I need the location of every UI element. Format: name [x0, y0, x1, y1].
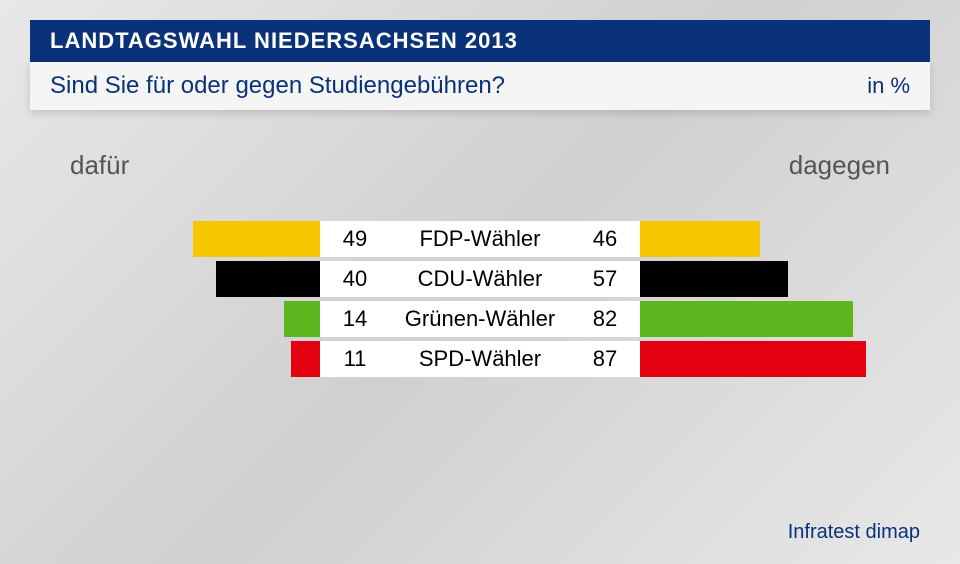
chart-area: dafür dagegen 49FDP-Wähler46 40CDU-Wähler…: [60, 150, 900, 377]
chart-row: 14Grünen-Wähler82: [60, 301, 900, 337]
row-label: Grünen-Wähler: [390, 301, 570, 337]
row-label: FDP-Wähler: [390, 221, 570, 257]
bar-left: [193, 221, 320, 257]
right-value: 82: [570, 301, 640, 337]
header-subtitle: Sind Sie für oder gegen Studiengebühren?: [50, 72, 505, 100]
bar-left: [291, 341, 320, 377]
bar-left: [216, 261, 320, 297]
right-value: 57: [570, 261, 640, 297]
chart-row: 49FDP-Wähler46: [60, 221, 900, 257]
bar-right: [640, 221, 760, 257]
left-value: 49: [320, 221, 390, 257]
chart-rows: 49FDP-Wähler46 40CDU-Wähler57 14Grünen-Wäh…: [60, 221, 900, 377]
bar-left: [284, 301, 320, 337]
bar-right-container: [640, 261, 900, 297]
left-value: 11: [320, 341, 390, 377]
column-headers: dafür dagegen: [60, 150, 900, 181]
bar-right: [640, 261, 788, 297]
left-column-label: dafür: [70, 150, 129, 181]
bar-left-container: [60, 221, 320, 257]
header-title: LANDTAGSWAHL NIEDERSACHSEN 2013: [30, 20, 930, 62]
left-value: 40: [320, 261, 390, 297]
chart-row: 11SPD-Wähler87: [60, 341, 900, 377]
bar-right-container: [640, 221, 900, 257]
bar-left-container: [60, 261, 320, 297]
row-label: CDU-Wähler: [390, 261, 570, 297]
left-value: 14: [320, 301, 390, 337]
bar-right-container: [640, 341, 900, 377]
right-value: 87: [570, 341, 640, 377]
header-subtitle-bar: Sind Sie für oder gegen Studiengebühren?…: [30, 62, 930, 110]
bar-right-container: [640, 301, 900, 337]
unit-label: in %: [867, 73, 910, 99]
source-label: Infratest dimap: [788, 521, 920, 544]
bar-right: [640, 341, 866, 377]
bar-left-container: [60, 341, 320, 377]
row-label: SPD-Wähler: [390, 341, 570, 377]
chart-container: LANDTAGSWAHL NIEDERSACHSEN 2013 Sind Sie…: [0, 20, 960, 564]
bar-left-container: [60, 301, 320, 337]
right-column-label: dagegen: [789, 150, 890, 181]
bar-right: [640, 301, 853, 337]
right-value: 46: [570, 221, 640, 257]
chart-row: 40CDU-Wähler57: [60, 261, 900, 297]
